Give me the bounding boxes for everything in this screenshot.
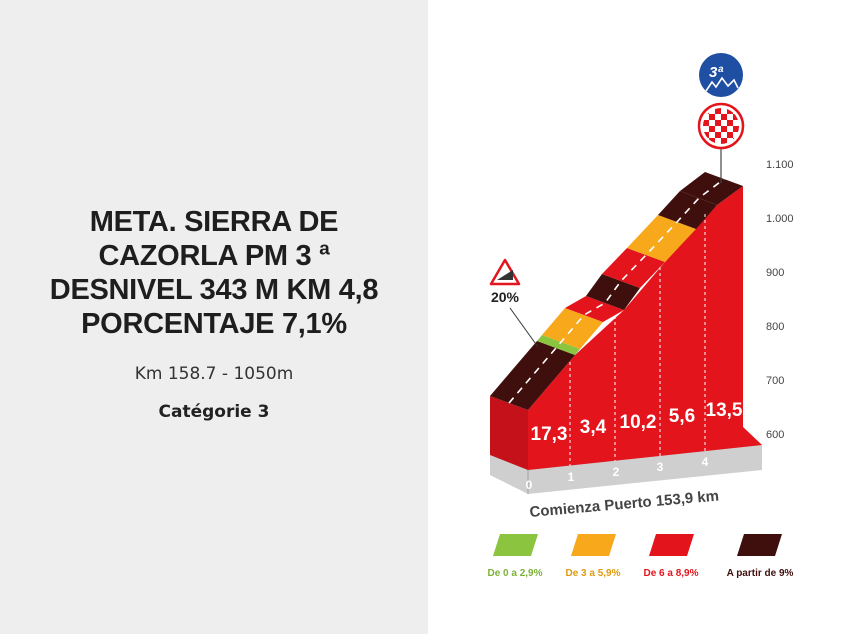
altitude-label: 600 — [766, 429, 784, 441]
ridge-segment-km0 — [490, 341, 575, 410]
segment-gradient: 13,5 — [706, 400, 743, 421]
ridge-segment-km2 — [586, 274, 640, 310]
legend-swatch — [571, 534, 616, 556]
km-label: 4 — [702, 455, 709, 469]
altitude-label: 1.100 — [766, 159, 794, 171]
climb-category: Catégorie 3 — [158, 402, 270, 422]
km-label: 0 — [526, 478, 533, 492]
segment-gradient: 17,3 — [531, 424, 568, 445]
profile-left-face — [490, 396, 528, 470]
info-panel: META. SIERRA DE CAZORLA PM 3 ª DESNIVEL … — [0, 0, 428, 634]
segment-gradient: 10,2 — [620, 412, 657, 433]
legend-swatch — [493, 534, 538, 556]
climb-profile-image: 17,3 3,4 10,2 5,6 13,5 0 1 2 3 4 Comienz… — [487, 53, 794, 579]
climb-title: META. SIERRA DE CAZORLA PM 3 ª DESNIVEL … — [49, 206, 379, 340]
altitude-label: 800 — [766, 321, 784, 333]
checkered-flag-icon — [697, 102, 745, 150]
mountain-icon — [705, 76, 739, 92]
legend-label: De 3 a 5,9% — [565, 568, 620, 579]
start-label: Comienza Puerto 153,9 km — [529, 487, 720, 521]
km-label: 3 — [657, 460, 664, 474]
altitude-label: 1.000 — [766, 213, 794, 225]
max-slope-pointer — [509, 307, 539, 348]
ridge-segment-green — [537, 335, 580, 355]
km-label: 2 — [613, 465, 620, 479]
legend-swatch — [737, 534, 782, 556]
category-badge: 3ª — [699, 53, 743, 97]
legend-label: De 6 a 8,9% — [643, 568, 698, 579]
legend: De 0 a 2,9% De 3 a 5,9% De 6 a 8,9% A pa… — [487, 534, 794, 579]
category-badge-label: 3ª — [709, 64, 723, 81]
segment-gradient: 5,6 — [669, 406, 695, 427]
altitude-label: 700 — [766, 375, 784, 387]
profile-wall — [528, 186, 762, 470]
climb-subtitle: Km 158.7 - 1050m — [134, 364, 294, 384]
ridge-segment-km4b — [680, 172, 743, 205]
max-slope-label: 20% — [491, 289, 520, 305]
km-label: 1 — [568, 470, 575, 484]
segment-gradient: 3,4 — [580, 417, 607, 438]
legend-swatch — [649, 534, 694, 556]
steep-slope-warning-icon — [489, 258, 521, 286]
altitude-label: 900 — [766, 267, 784, 279]
ridge-segment-km1b — [565, 296, 624, 322]
legend-label: De 0 a 2,9% — [487, 568, 542, 579]
legend-label: A partir de 9% — [727, 568, 794, 579]
